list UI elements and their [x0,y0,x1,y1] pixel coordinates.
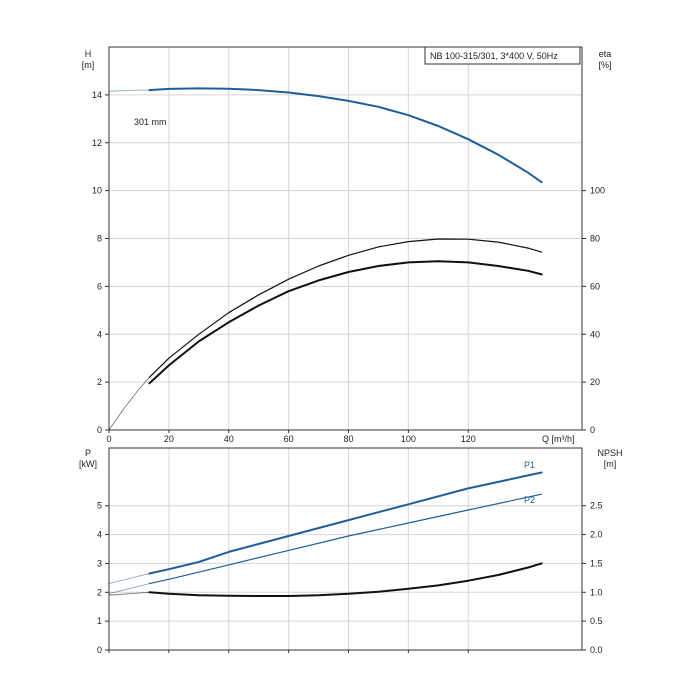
h-axis-unit: [m] [82,60,95,70]
title-box-text: NB 100-315/301, 3*400 V, 50Hz [430,51,558,61]
x-tick-label: 80 [343,434,353,444]
right-tick-label: 1.5 [590,558,603,568]
right-tick-label: 2.5 [590,501,603,511]
bottom-panel-frame [108,447,583,651]
top-panel-ticks: 0 20 40 60 80 100 120 0 2 4 6 8 10 12 14 0 20 40 60 80 100 [92,90,605,444]
left-tick-label: 2 [97,377,102,387]
left-tick-label: 1 [97,616,102,626]
q-axis-label: Q [m³/h] [542,434,575,444]
left-tick-label: 2 [97,587,102,597]
eta-axis-title: eta [599,49,612,59]
h-axis-title: H [85,49,92,59]
bottom-panel-grid [109,448,582,650]
right-tick-label: 40 [590,329,600,339]
right-tick-label: 80 [590,234,600,244]
top-panel: NB 100-315/301, 3*400 V, 50Hz 0 20 40 60 80 1… [82,46,612,444]
x-tick-label: 40 [224,434,234,444]
left-tick-label: 14 [92,90,102,100]
left-tick-label: 6 [97,281,102,291]
right-tick-label: 1.0 [590,587,603,597]
curve-eta-upper [148,238,543,378]
left-tick-label: 4 [97,530,102,540]
p2-curve-label: P2 [524,495,535,505]
right-tick-label: 0.0 [590,645,603,655]
curve-p1 [148,471,543,575]
top-panel-series [108,87,543,431]
curve-head [148,87,543,184]
head-curve-label: 301 mm [134,117,167,127]
left-tick-label: 0 [97,645,102,655]
eta-axis-unit: [%] [598,60,611,70]
npsh-axis-unit: [m] [604,459,617,469]
left-tick-label: 8 [97,234,102,244]
x-tick-label: 100 [401,434,416,444]
p-axis-title: P [85,448,91,458]
right-tick-label: 0.5 [590,616,603,626]
left-tick-label: 5 [97,501,102,511]
left-tick-label: 0 [97,425,102,435]
left-tick-label: 4 [97,329,102,339]
left-tick-label: 12 [92,138,102,148]
right-tick-label: 2.0 [590,530,603,540]
p1-curve-label: P1 [524,460,535,470]
p-axis-unit: [kW] [79,459,97,469]
bottom-panel-series [108,471,543,597]
curve-npsh [148,562,543,597]
title-box-frame [424,46,581,65]
right-tick-label: 60 [590,281,600,291]
left-tick-label: 3 [97,558,102,568]
curve-p2-extension [108,583,150,595]
curve-eta-lower [148,260,543,385]
bottom-panel-ticks: 0 1 2 3 4 5 0.0 0.5 1.0 1.5 2.0 2.5 [97,501,603,655]
right-tick-label: 100 [590,186,605,196]
top-panel-grid [109,47,582,430]
curve-eta-upper-extension [108,377,150,431]
left-tick-label: 10 [92,186,102,196]
curve-p2 [148,493,543,585]
curve-head-extension [108,89,150,92]
curve-npsh-extension [108,591,150,596]
x-tick-label: 120 [461,434,476,444]
x-tick-label: 0 [106,434,111,444]
x-tick-label: 20 [164,434,174,444]
x-tick-label: 60 [284,434,294,444]
npsh-axis-title: NPSH [597,448,622,458]
title-box: NB 100-315/301, 3*400 V, 50Hz [424,46,581,65]
right-tick-label: 0 [590,425,595,435]
bottom-panel: 0 1 2 3 4 5 0.0 0.5 1.0 1.5 2.0 2.5 P [kW] NPSH [m]… [79,447,623,655]
curve-p1-extension [108,573,150,584]
right-tick-label: 20 [590,377,600,387]
